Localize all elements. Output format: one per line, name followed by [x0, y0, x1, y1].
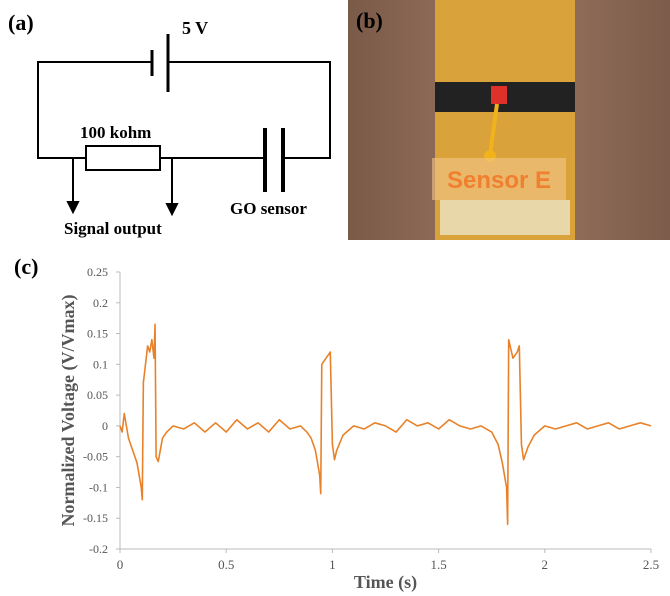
y-tick-label: 0.15 [87, 327, 108, 341]
y-tick-label: -0.05 [83, 450, 108, 464]
x-tick-label: 0.5 [218, 557, 234, 572]
panel-label: (b) [356, 8, 383, 33]
panel-label: (c) [14, 254, 38, 279]
arrow-head [66, 201, 80, 215]
pointer [488, 103, 499, 156]
x-tick-label: 1 [329, 557, 336, 572]
plot: 0.25 0.2 0.15 0.1 0.05 0 -0.05 -0.1 -0.15 -0.2 0 0.… [58, 265, 659, 593]
y-tick-label: -0.2 [89, 542, 108, 556]
sensor-e [491, 86, 507, 104]
arrow-head [165, 203, 179, 217]
source-label: 5 V [182, 18, 208, 38]
signal-line [119, 323, 652, 526]
resistor [85, 145, 161, 171]
x-axis-title: Time (s) [354, 572, 417, 593]
x-tick-label: 0 [117, 557, 124, 572]
sensor-label: GO sensor [230, 199, 307, 218]
resistor-label: 100 kohm [80, 123, 151, 142]
y-tick-label: 0 [102, 419, 108, 433]
y-tick-label: 0.2 [93, 296, 108, 310]
wire [168, 61, 331, 159]
y-tick-label: 0.25 [87, 265, 108, 279]
y-tick-label: -0.15 [83, 511, 108, 525]
y-tick-label: 0.1 [93, 357, 108, 371]
label-box [432, 158, 566, 200]
y-axis-title: Normalized Voltage (V/Vmax) [58, 295, 79, 527]
circuit [37, 34, 331, 217]
x-tick-label: 1.5 [430, 557, 446, 572]
output-label: Signal output [64, 219, 162, 238]
tape [440, 200, 570, 235]
sensor-label: Sensor E [447, 167, 551, 194]
panel-label: (a) [8, 10, 34, 35]
x-tick-label: 2 [542, 557, 549, 572]
photo [348, 0, 670, 240]
x-tick-label: 2.5 [643, 557, 659, 572]
y-tick-label: -0.1 [89, 480, 108, 494]
wire [37, 61, 152, 159]
y-tick-label: 0.05 [87, 388, 108, 402]
